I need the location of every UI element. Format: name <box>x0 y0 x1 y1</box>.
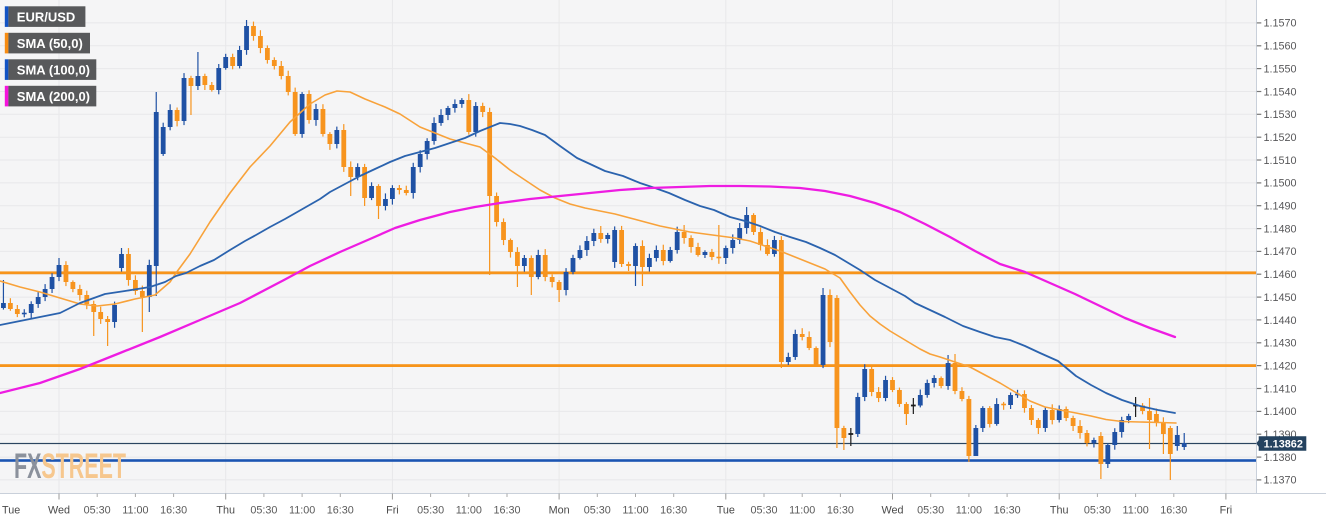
svg-text:1.1420: 1.1420 <box>1264 360 1297 372</box>
svg-text:16:30: 16:30 <box>660 505 687 517</box>
svg-text:Wed: Wed <box>881 505 903 517</box>
svg-text:16:30: 16:30 <box>327 505 354 517</box>
svg-text:1.1470: 1.1470 <box>1264 246 1297 258</box>
svg-text:Fri: Fri <box>1220 505 1233 517</box>
svg-text:Tue: Tue <box>2 505 20 517</box>
svg-text:1.1450: 1.1450 <box>1264 292 1297 304</box>
svg-text:1.1550: 1.1550 <box>1264 63 1297 75</box>
svg-text:11:00: 11:00 <box>789 505 815 517</box>
svg-text:05:30: 05:30 <box>1084 505 1111 517</box>
svg-text:05:30: 05:30 <box>917 505 944 517</box>
svg-text:16:30: 16:30 <box>493 505 520 517</box>
svg-text:Thu: Thu <box>1050 505 1069 517</box>
svg-text:1.1490: 1.1490 <box>1264 201 1297 213</box>
svg-text:1.1380: 1.1380 <box>1264 452 1297 464</box>
svg-text:SMA (100,0): SMA (100,0) <box>17 63 90 78</box>
svg-text:SMA (200,0): SMA (200,0) <box>17 89 90 104</box>
svg-text:16:30: 16:30 <box>1160 505 1187 517</box>
svg-text:1.1560: 1.1560 <box>1264 41 1297 53</box>
svg-text:11:00: 11:00 <box>456 505 482 517</box>
svg-text:1.1510: 1.1510 <box>1264 155 1297 167</box>
svg-text:1.1460: 1.1460 <box>1264 269 1297 281</box>
svg-text:1.1500: 1.1500 <box>1264 178 1297 190</box>
svg-text:Thu: Thu <box>216 505 235 517</box>
svg-text:05:30: 05:30 <box>584 505 611 517</box>
svg-text:Fri: Fri <box>386 505 399 517</box>
svg-text:05:30: 05:30 <box>84 505 111 517</box>
svg-text:1.1410: 1.1410 <box>1264 383 1297 395</box>
svg-text:1.1570: 1.1570 <box>1264 18 1297 30</box>
svg-text:16:30: 16:30 <box>160 505 187 517</box>
svg-text:1.13862: 1.13862 <box>1264 439 1303 451</box>
svg-text:1.1400: 1.1400 <box>1264 406 1297 418</box>
svg-text:1.1440: 1.1440 <box>1264 315 1297 327</box>
svg-text:Mon: Mon <box>549 505 570 517</box>
svg-text:11:00: 11:00 <box>956 505 982 517</box>
svg-text:Tue: Tue <box>717 505 735 517</box>
svg-text:EUR/USD: EUR/USD <box>17 10 76 25</box>
svg-text:05:30: 05:30 <box>250 505 277 517</box>
svg-text:11:00: 11:00 <box>622 505 648 517</box>
svg-text:1.1370: 1.1370 <box>1264 475 1297 487</box>
svg-text:SMA (50,0): SMA (50,0) <box>17 36 83 51</box>
svg-text:16:30: 16:30 <box>994 505 1021 517</box>
svg-text:1.1430: 1.1430 <box>1264 338 1297 350</box>
svg-text:16:30: 16:30 <box>827 505 854 517</box>
svg-text:Wed: Wed <box>48 505 70 517</box>
svg-text:1.1480: 1.1480 <box>1264 223 1297 235</box>
svg-text:11:00: 11:00 <box>289 505 315 517</box>
svg-text:1.1520: 1.1520 <box>1264 132 1297 144</box>
svg-text:11:00: 11:00 <box>1122 505 1148 517</box>
svg-text:FXSTREET: FXSTREET <box>14 447 126 486</box>
svg-text:1.1530: 1.1530 <box>1264 109 1297 121</box>
svg-text:1.1540: 1.1540 <box>1264 86 1297 98</box>
svg-text:05:30: 05:30 <box>417 505 444 517</box>
svg-text:11:00: 11:00 <box>122 505 148 517</box>
svg-text:05:30: 05:30 <box>750 505 777 517</box>
